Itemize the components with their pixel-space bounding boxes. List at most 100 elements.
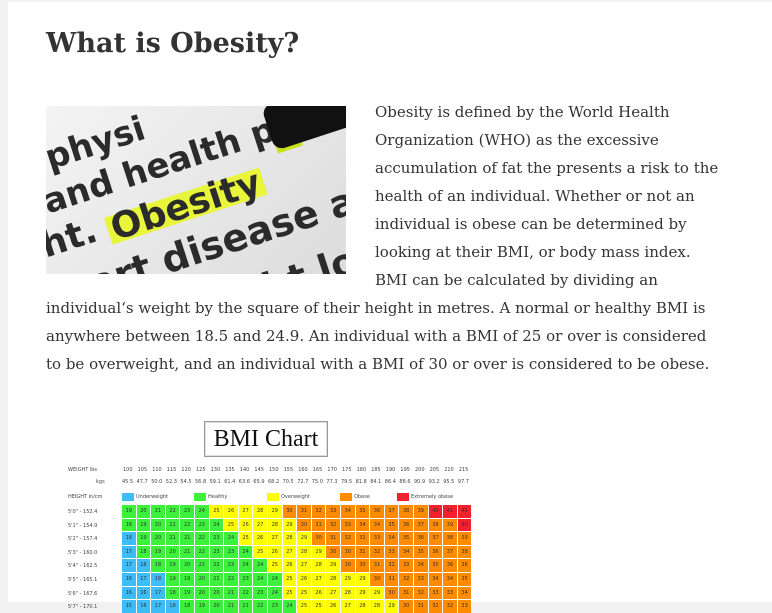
bmi-cell: 21 (180, 532, 194, 545)
bmi-cell: 22 (224, 573, 238, 586)
weight-lbs-tick: 110 (152, 467, 162, 473)
weight-kgs-tick: 93.2 (428, 479, 440, 485)
bmi-cell: 16 (136, 600, 151, 613)
bmi-cell: 33 (341, 518, 355, 532)
bmi-cell: 20 (209, 600, 224, 613)
bmi-cell: 36 (414, 532, 428, 545)
bmi-cell: 40 (457, 518, 472, 532)
bmi-cell: 36 (399, 518, 413, 532)
bmi-cell: 26 (253, 532, 267, 545)
bmi-cell: 27 (282, 545, 297, 559)
bmi-chart-title: BMI Chart (204, 421, 328, 457)
bmi-cell: 31 (414, 600, 428, 613)
bmi-cell: 19 (180, 586, 194, 600)
bmi-cell: 21 (238, 600, 253, 613)
weight-kgs-tick: 70.5 (282, 479, 294, 485)
bmi-cell: 24 (268, 586, 282, 600)
bmi-cell: 31 (370, 559, 384, 572)
weight-lbs-tick: 180 (356, 467, 367, 473)
bmi-cell: 26 (268, 545, 282, 559)
bmi-cell: 20 (209, 586, 224, 600)
bmi-cell: 28 (297, 545, 311, 559)
bmi-cell: 27 (268, 532, 282, 545)
weight-kgs-tick: 52.3 (165, 479, 177, 485)
bmi-cell: 26 (326, 600, 340, 613)
bmi-cell: 26 (311, 586, 326, 600)
bmi-cell: 40 (428, 505, 443, 518)
bmi-cell: 19 (195, 600, 209, 613)
bmi-cell: 28 (268, 518, 282, 532)
bmi-cell: 36 (457, 559, 472, 572)
bmi-cell: 18 (151, 573, 165, 586)
bmi-cell: 24 (282, 600, 297, 613)
bmi-cell: 27 (238, 505, 253, 518)
bmi-cell: 25 (311, 600, 326, 613)
bmi-cell: 23 (224, 559, 238, 572)
bmi-cell: 24 (238, 545, 253, 559)
bmi-cell: 20 (180, 559, 194, 572)
bmi-cell: 32 (311, 505, 326, 518)
weight-kgs-tick: 86.4 (384, 479, 396, 485)
height-row-label: 5'5" - 165.1 (68, 577, 98, 583)
bmi-cell: 31 (326, 532, 340, 545)
weight-kgs-tick: 63.6 (238, 479, 250, 485)
bmi-cell: 23 (180, 505, 194, 518)
height-row-label: 5'6" - 167.6 (68, 590, 98, 597)
photo-word: ht. (46, 209, 103, 267)
bmi-cell: 22 (209, 559, 224, 572)
weight-lbs-tick: 100 (123, 467, 133, 473)
bmi-cell: 25 (253, 545, 267, 559)
bmi-cell: 19 (165, 559, 180, 572)
bmi-cell: 30 (384, 586, 399, 600)
obesity-photo: physi and health p ht. Obesity heart dis… (46, 106, 346, 274)
legend-swatch (340, 493, 352, 501)
bmi-cell: 17 (122, 545, 136, 559)
bmi-cell: 30 (399, 600, 413, 613)
bmi-cell: 25 (238, 532, 253, 545)
bmi-cell: 22 (195, 545, 209, 559)
bmi-cell: 23 (253, 586, 267, 600)
bmi-cell: 22 (238, 586, 253, 600)
bmi-cell: 21 (224, 586, 238, 600)
bmi-cell: 39 (457, 532, 472, 545)
legend-label: Extremely obese (411, 494, 453, 500)
weight-kgs-tick: 88.6 (399, 479, 411, 485)
bmi-cell: 25 (209, 505, 224, 518)
weight-kgs-tick: 50.0 (151, 479, 163, 485)
bmi-cell: 21 (224, 600, 238, 613)
weight-kgs-tick: 65.9 (253, 479, 265, 485)
bmi-cell: 25 (224, 518, 238, 532)
bmi-cell: 31 (399, 586, 413, 600)
bmi-cell: 38 (457, 545, 472, 559)
bmi-cell: 17 (151, 586, 165, 600)
bmi-cell: 18 (122, 518, 136, 532)
bmi-cell: 18 (165, 600, 180, 613)
bmi-cell: 19 (180, 573, 194, 586)
bmi-cell: 22 (195, 532, 209, 545)
bmi-cell: 16 (122, 586, 136, 600)
weight-kgs-tick: 84.1 (370, 479, 382, 485)
bmi-cell: 18 (136, 545, 151, 559)
bmi-cell: 21 (195, 559, 209, 572)
article-body: physi and health p ht. Obesity heart dis… (46, 98, 726, 378)
bmi-cell: 21 (151, 505, 165, 518)
bmi-cell: 38 (443, 532, 457, 545)
bmi-cell: 18 (151, 559, 165, 572)
bmi-cell: 33 (443, 586, 457, 600)
bmi-cell: 19 (122, 505, 136, 518)
bmi-cell: 25 (282, 586, 297, 600)
bmi-cell: 33 (399, 559, 413, 572)
bmi-cell: 23 (195, 518, 209, 532)
bmi-cell: 36 (370, 505, 384, 518)
bmi-cell: 35 (414, 545, 428, 559)
bmi-cell: 20 (151, 518, 165, 532)
legend-swatch (397, 493, 409, 501)
bmi-cell: 39 (443, 518, 457, 532)
weight-kgs-label: kgs (96, 479, 105, 485)
bmi-cell: 19 (136, 532, 151, 545)
weight-kgs-tick: 90.9 (414, 479, 426, 485)
bmi-cell: 35 (384, 518, 399, 532)
weight-lbs-tick: 125 (196, 467, 206, 473)
weight-kgs-tick: 47.7 (136, 479, 148, 485)
weight-lbs-tick: 120 (181, 467, 191, 473)
